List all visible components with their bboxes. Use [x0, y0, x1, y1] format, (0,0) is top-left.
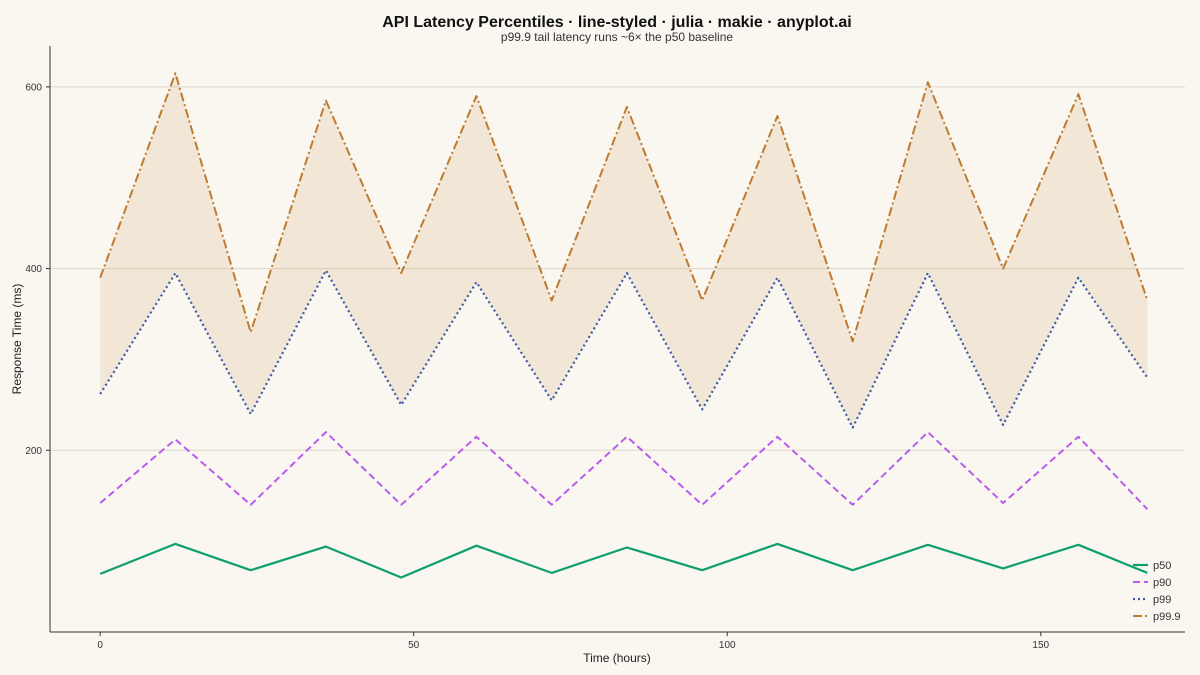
x-tick-label-2: 100 [719, 640, 736, 651]
band-area [100, 73, 1148, 428]
y-tick-label-1: 400 [25, 264, 42, 275]
series-group [99, 72, 1149, 579]
grid [50, 86, 1185, 451]
series-line-p90 [99, 431, 1149, 510]
y-ticks: 200 400 600 [25, 82, 50, 457]
x-tick-label-0: 0 [97, 640, 103, 651]
y-axis-label: Response Time (ms) [10, 284, 24, 395]
chart-subtitle: p99.9 tail latency runs ~6× the p50 base… [501, 30, 733, 44]
x-ticks: 0 50 100 150 [97, 632, 1050, 651]
x-tick-label-1: 50 [408, 640, 420, 651]
series-line-p99-9 [99, 72, 1149, 343]
x-tick-label-3: 150 [1032, 640, 1049, 651]
chart-title: API Latency Percentiles · line-styled · … [382, 14, 851, 31]
legend-label-3: p99.9 [1153, 611, 1181, 623]
series-line-p50 [99, 542, 1148, 579]
legend-label-1: p90 [1153, 577, 1171, 589]
x-axis-label: Time (hours) [583, 651, 651, 665]
band-group [100, 73, 1148, 428]
series-line-p99 [99, 269, 1149, 429]
legend-label-0: p50 [1153, 560, 1171, 572]
y-tick-label-2: 600 [25, 82, 42, 93]
legend: p50 p90 p99 p99.9 [1133, 560, 1181, 623]
y-tick-label-0: 200 [25, 446, 42, 457]
legend-label-2: p99 [1153, 594, 1171, 606]
